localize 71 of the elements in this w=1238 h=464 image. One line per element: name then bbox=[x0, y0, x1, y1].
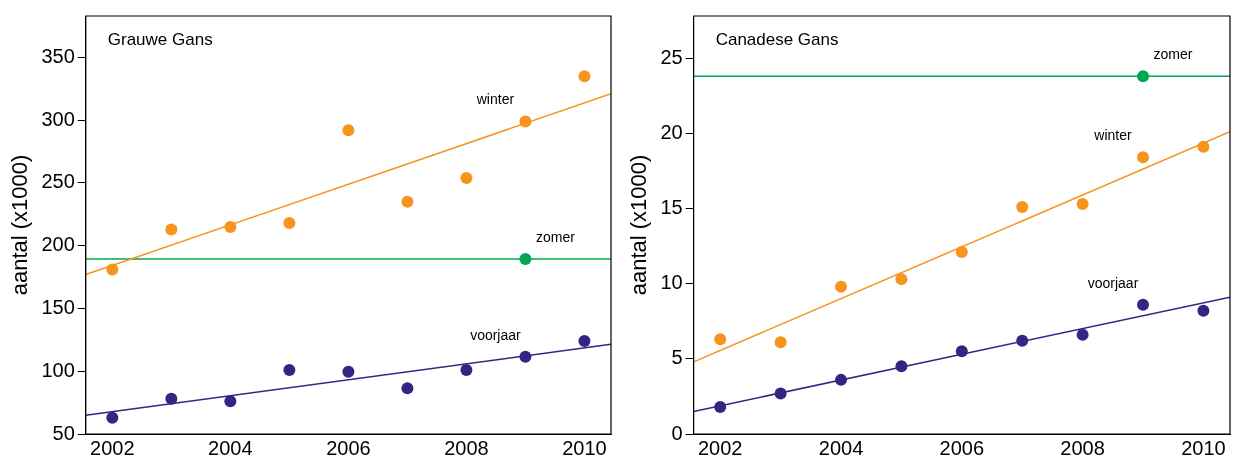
point bbox=[714, 333, 727, 346]
y-tick-label: 50 bbox=[52, 421, 75, 444]
point bbox=[955, 246, 968, 259]
y-tick-label: 100 bbox=[41, 358, 75, 381]
point bbox=[1137, 151, 1150, 164]
point bbox=[578, 70, 591, 83]
y-tick-label: 25 bbox=[660, 45, 683, 68]
x-tick-label: 2010 bbox=[562, 436, 607, 459]
series-label: winter bbox=[1093, 127, 1133, 144]
point bbox=[106, 411, 119, 424]
point bbox=[835, 373, 848, 386]
point bbox=[519, 350, 532, 363]
x-tick-label: 2002 bbox=[697, 436, 743, 459]
series-label: zomer bbox=[1153, 46, 1193, 62]
series-label: zomer bbox=[535, 228, 576, 245]
point bbox=[106, 263, 119, 276]
x-tick-label: 2002 bbox=[90, 436, 135, 459]
point bbox=[1197, 140, 1210, 153]
point bbox=[342, 124, 355, 137]
point bbox=[1016, 200, 1029, 213]
x-tick-label: 2006 bbox=[939, 436, 985, 459]
point bbox=[835, 280, 848, 293]
y-axis-title: aantal (x1000) bbox=[626, 154, 652, 296]
point bbox=[165, 223, 178, 236]
point bbox=[460, 171, 473, 184]
point bbox=[1016, 334, 1029, 347]
y-tick-label: 5 bbox=[671, 346, 683, 369]
point bbox=[460, 363, 473, 376]
text: Grauwe Gans bbox=[107, 30, 213, 50]
point bbox=[895, 360, 908, 373]
y-axis-title: aantal (x1000) bbox=[7, 154, 33, 296]
y-tick-label: 0 bbox=[671, 421, 683, 444]
point bbox=[224, 220, 237, 233]
x-tick-label: 2004 bbox=[818, 436, 864, 459]
y-tick-label: 250 bbox=[41, 170, 75, 193]
text: Canadese Gans bbox=[715, 30, 839, 50]
point bbox=[519, 252, 532, 265]
y-tick-label: 10 bbox=[660, 271, 683, 294]
point bbox=[1137, 298, 1150, 311]
point bbox=[342, 365, 355, 378]
x-tick-label: 2004 bbox=[208, 436, 253, 459]
series-label: voorjaar bbox=[1087, 274, 1139, 291]
point bbox=[165, 392, 178, 405]
y-tick-label: 20 bbox=[660, 120, 683, 143]
point bbox=[401, 382, 414, 395]
y-tick-label: 300 bbox=[41, 107, 75, 130]
series-label: voorjaar bbox=[470, 326, 522, 343]
x-tick-label: 2010 bbox=[1181, 436, 1226, 459]
point bbox=[519, 115, 532, 128]
x-tick-label: 2008 bbox=[444, 436, 489, 459]
y-tick-label: 150 bbox=[41, 295, 75, 318]
point bbox=[895, 273, 908, 286]
point bbox=[1137, 70, 1150, 83]
y-tick-label: 15 bbox=[660, 195, 683, 218]
point bbox=[714, 400, 727, 413]
x-tick-label: 2008 bbox=[1060, 436, 1105, 459]
y-tick-label: 200 bbox=[41, 233, 75, 256]
y-tick-label: 350 bbox=[41, 44, 75, 67]
series-label: winter bbox=[475, 91, 515, 108]
point bbox=[401, 195, 414, 208]
point bbox=[774, 387, 787, 400]
point bbox=[955, 345, 968, 358]
point bbox=[578, 335, 591, 348]
point bbox=[283, 217, 296, 230]
point bbox=[1076, 328, 1089, 341]
x-tick-label: 2006 bbox=[326, 436, 371, 459]
point bbox=[1197, 304, 1210, 317]
point bbox=[283, 363, 296, 376]
point bbox=[774, 336, 787, 349]
point bbox=[224, 395, 237, 408]
point bbox=[1076, 197, 1089, 210]
